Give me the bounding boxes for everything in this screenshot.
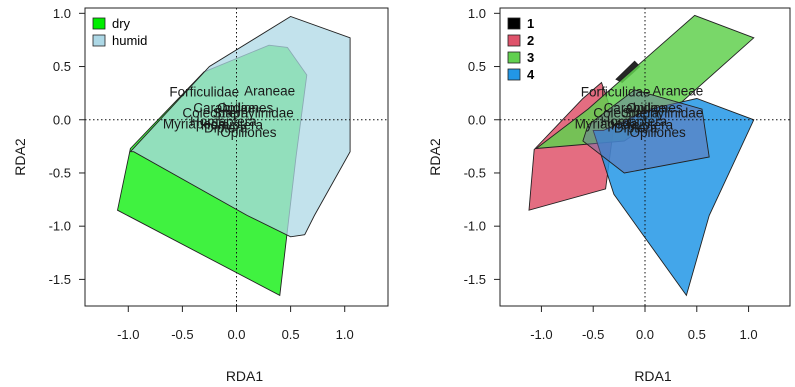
y-tick-label: -1.0: [49, 219, 71, 234]
species-label: Hemiptera: [201, 117, 264, 132]
y-tick-label: -0.5: [49, 165, 71, 180]
legend-swatch: [507, 68, 521, 81]
x-tick-label: 1.0: [336, 327, 354, 342]
species-label: Staphylinidae: [622, 106, 703, 121]
x-tick-label: 1.0: [740, 327, 758, 342]
species-label: Opiliones: [217, 100, 274, 115]
species-label: Opiliones: [220, 125, 277, 140]
y-tick-label: -1.5: [464, 272, 486, 287]
species-label: Carabidae: [193, 100, 255, 115]
y-axis-title: RDA2: [427, 138, 443, 176]
legend: 1 2 3 4: [507, 16, 535, 82]
species-label: Coleoptera: [593, 106, 660, 121]
legend-swatch: [507, 51, 521, 64]
hull-humid: [129, 16, 351, 238]
plot-panel-right: Forficulidae AraneaeCarabidaeColeopteraOp…: [427, 6, 791, 384]
species-label: Araneae: [244, 83, 295, 98]
legend-label: 4: [527, 67, 535, 82]
species-label: Opiliones: [629, 125, 686, 140]
species-label: Myriapoda: [575, 116, 639, 131]
species-label: Coleoptera: [182, 106, 249, 121]
plot-area: Forficulidae AraneaeCarabidaeColeopteraOp…: [85, 8, 388, 306]
x-tick-label: 0.0: [227, 327, 245, 342]
y-tick-label: 1.0: [468, 6, 486, 21]
hull-4: [592, 98, 755, 297]
species-label: Forficulidae: [581, 84, 651, 99]
species-label: Homoptera: [190, 114, 257, 129]
species-label: Staphylinidae: [213, 106, 294, 121]
y-tick-label: 0.0: [468, 112, 486, 127]
y-tick-label: 0.0: [53, 112, 71, 127]
x-axis-title: RDA1: [634, 368, 672, 384]
legend-label: 2: [527, 33, 534, 48]
species-label: Diptera: [614, 121, 658, 136]
species-label: Diptera: [204, 121, 248, 136]
legend-swatch: [507, 34, 521, 47]
x-tick-label: 0.5: [282, 327, 300, 342]
x-tick-label: 0.0: [636, 327, 654, 342]
y-tick-label: 0.5: [468, 59, 486, 74]
plot-panel-left: Forficulidae AraneaeCarabidaeColeopteraOp…: [12, 6, 389, 384]
x-axis-title: RDA1: [226, 368, 264, 384]
legend: dry humid: [92, 16, 147, 48]
y-tick-label: -1.0: [464, 219, 486, 234]
y-tick-label: -1.5: [49, 272, 71, 287]
y-tick-label: 0.5: [53, 59, 71, 74]
plot-area: Forficulidae AraneaeCarabidaeColeopteraOp…: [500, 8, 790, 306]
y-axis-title: RDA2: [12, 138, 28, 176]
hull-overlay: [582, 89, 710, 174]
x-tick-label: 0.5: [688, 327, 706, 342]
legend-swatch: [92, 17, 106, 30]
species-label: Myriapoda: [163, 116, 227, 131]
legend-swatch: [507, 17, 521, 30]
species-label: Carabidae: [604, 100, 666, 115]
y-tick-label: 1.0: [53, 6, 71, 21]
species-label: Homoptera: [600, 114, 667, 129]
legend-label: 1: [527, 16, 534, 31]
x-tick-label: -0.5: [582, 327, 604, 342]
x-tick-label: -1.0: [117, 327, 139, 342]
legend-swatch: [92, 34, 106, 47]
species-label: Forficulidae: [169, 84, 239, 99]
species-label: Hemiptera: [611, 117, 674, 132]
x-tick-label: -1.0: [530, 327, 552, 342]
y-tick-label: -0.5: [464, 165, 486, 180]
species-label: Opiliones: [626, 100, 683, 115]
legend-label: dry: [112, 16, 131, 31]
x-tick-label: -0.5: [171, 327, 193, 342]
legend-label: humid: [112, 33, 147, 48]
species-label: Araneae: [652, 83, 703, 98]
legend-label: 3: [527, 50, 534, 65]
